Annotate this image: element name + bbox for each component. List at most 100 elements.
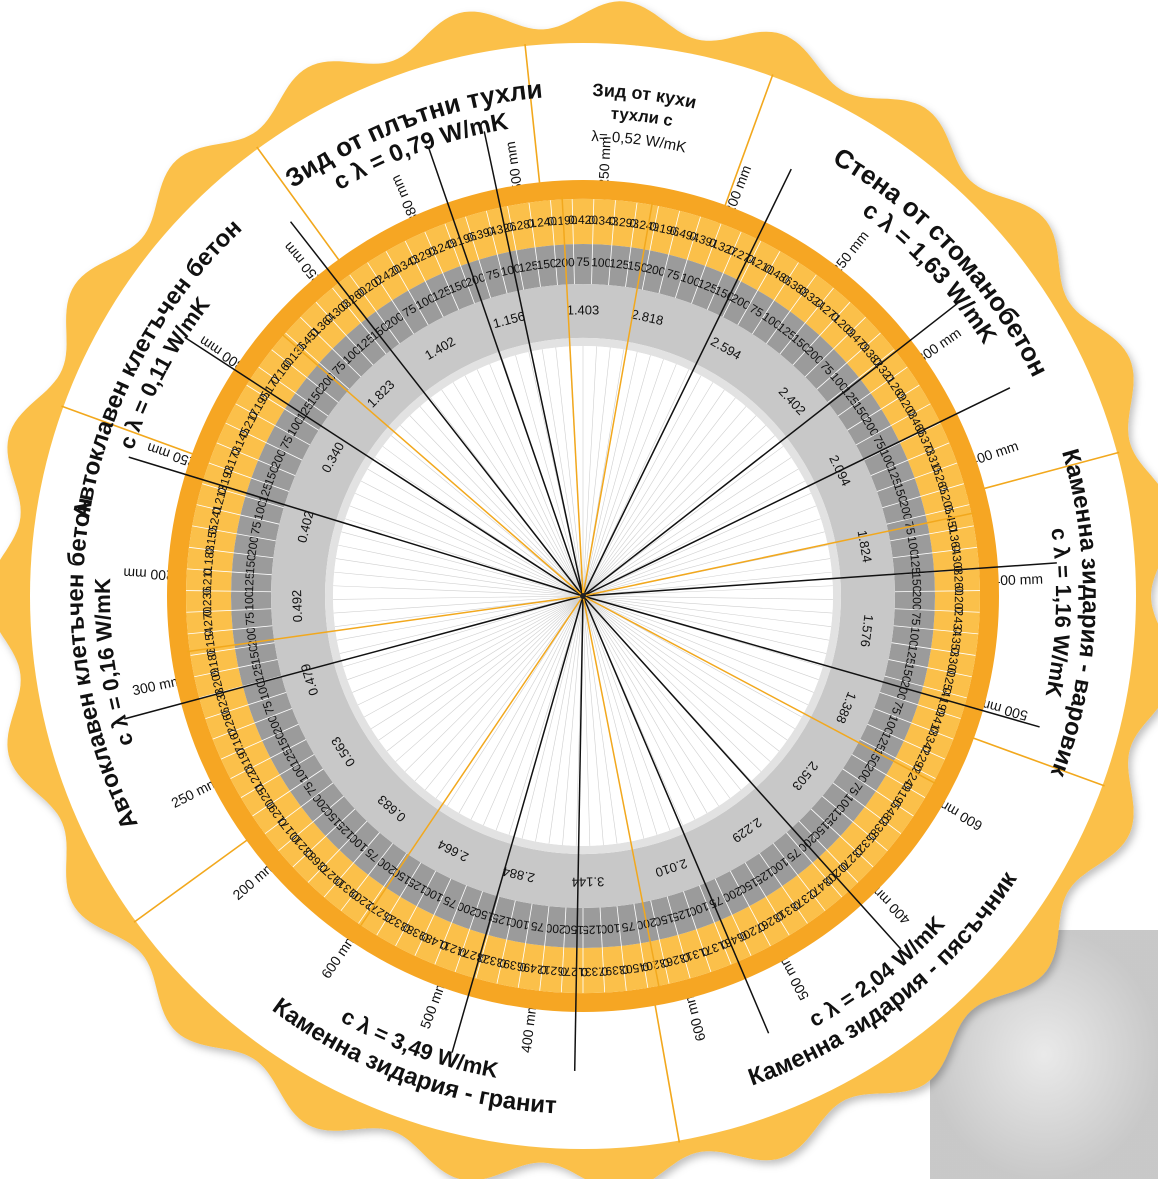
center-spokes (123, 131, 1057, 1071)
sector-spoke (582, 595, 661, 989)
cell-separator (475, 896, 500, 979)
u-value-cell: 0.353 (947, 626, 965, 658)
thin-spoke (333, 595, 584, 600)
u-value-cell: 0.300 (943, 646, 962, 678)
thin-spoke (582, 415, 757, 597)
insulation-cell: 125 (609, 256, 631, 272)
cell-separator (792, 301, 851, 366)
insulation-cell: 150 (626, 258, 648, 275)
cell-separator (230, 739, 307, 780)
resistance-value[interactable]: 2.884 (501, 864, 536, 886)
u-value-cell: 0.343 (588, 213, 619, 229)
resistance-value[interactable]: 0.492 (289, 589, 305, 622)
thin-spoke (333, 595, 584, 614)
thin-spoke (336, 595, 584, 641)
resistance-value[interactable]: 1.403 (567, 302, 600, 317)
u-value-cell: 0.155 (202, 524, 220, 556)
cell-separator (863, 422, 941, 461)
thin-spoke (447, 595, 584, 807)
cell-separator (186, 590, 272, 593)
cell-separator (804, 316, 866, 378)
insulation-cell: 200 (245, 535, 262, 557)
u-value-cell: 0.254 (938, 666, 959, 699)
u-value-cell: 0.241 (205, 503, 225, 536)
cell-separator (851, 754, 926, 798)
thin-spoke (582, 493, 812, 597)
cell-separator (722, 240, 762, 318)
u-value-cell: 0.196 (648, 219, 681, 239)
thin-spoke (364, 595, 584, 718)
thickness-label: 400 mm (518, 1002, 540, 1054)
cell-separator (278, 795, 344, 852)
thin-spoke (582, 375, 702, 597)
cell-separator (216, 442, 296, 476)
resistance-value[interactable]: 3.144 (572, 874, 605, 890)
cell-separator (186, 568, 272, 576)
thin-spoke (400, 425, 584, 597)
thin-spoke (582, 595, 809, 706)
thin-spoke (582, 505, 817, 597)
u-value-cell: 0.260 (951, 565, 966, 596)
sector-divider (649, 979, 681, 1143)
insulation-cell: 125 (582, 922, 603, 937)
thin-spoke (334, 571, 584, 597)
thin-spoke (582, 595, 591, 846)
cell-separator (424, 231, 460, 310)
thin-spoke (360, 480, 584, 597)
cell-separator (190, 642, 275, 656)
u-value-cell: 0.188 (200, 544, 217, 576)
thin-spoke (435, 595, 584, 799)
thin-spoke (404, 595, 584, 772)
u-value-cell: 0.270 (200, 606, 216, 637)
thin-spoke (582, 435, 775, 597)
cell-separator (890, 525, 974, 542)
insulation-cell: 150 (536, 256, 558, 272)
thin-spoke (582, 425, 766, 597)
thin-spoke (582, 595, 788, 741)
insulation-cell: 75 (665, 266, 682, 283)
thin-spoke (582, 595, 742, 791)
u-value-cell: 0.397 (598, 962, 629, 978)
cell-separator (699, 885, 732, 965)
cell-separator (633, 903, 649, 988)
thin-spoke (582, 595, 814, 693)
cell-separator (385, 251, 429, 326)
thickness-spoke (427, 146, 584, 597)
insulation-cell: 200 (464, 270, 488, 290)
thin-spoke (582, 595, 830, 641)
cell-separator (873, 708, 954, 740)
thin-spoke (582, 346, 597, 597)
thin-spoke (347, 595, 584, 681)
insulation-cell: 100 (599, 921, 620, 937)
thin-spoke (483, 595, 584, 826)
thin-spoke (382, 446, 584, 597)
u-value-cell: 0.154 (201, 626, 219, 658)
insulation-cell: 75 (909, 612, 924, 627)
insulation-cell: 125 (903, 644, 920, 667)
insulation-cell: 200 (455, 899, 479, 919)
center-pivot[interactable] (580, 593, 586, 599)
cell-separator (779, 287, 834, 355)
cell-separator (246, 384, 319, 431)
cell-separator (837, 366, 908, 417)
resistance-value[interactable]: 1.576 (858, 614, 877, 648)
resistance-value[interactable]: 2.818 (630, 306, 665, 328)
thin-spoke (341, 531, 584, 597)
cell-separator (323, 832, 380, 898)
thin-spoke (354, 493, 584, 597)
thin-spoke (476, 369, 584, 597)
cell-separator (395, 870, 437, 947)
thin-spoke (582, 382, 714, 597)
u-value-cell: 0.202 (952, 586, 966, 617)
cell-separator (258, 366, 329, 417)
thin-spoke (378, 595, 584, 741)
u-value-cell: 0.364 (945, 524, 963, 556)
u-value-cell: 0.281 (506, 216, 538, 235)
cell-separator (641, 206, 659, 290)
thickness-spoke (582, 168, 792, 597)
u-value-cell: 0.212 (536, 962, 567, 978)
insulation-cell: 75 (530, 919, 545, 935)
insulation-cell: 100 (253, 679, 272, 702)
cell-separator (300, 316, 362, 378)
